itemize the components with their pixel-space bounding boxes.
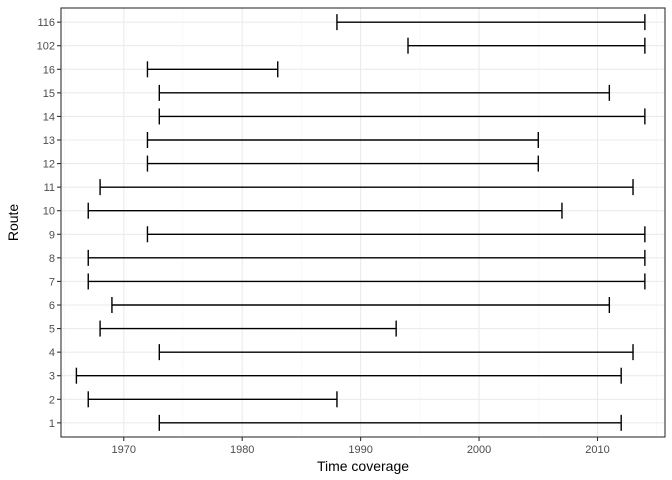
range-bar-route-2	[87, 391, 338, 408]
range-bar-route-6	[111, 297, 611, 313]
x-tick-label: 2000	[467, 444, 491, 456]
x-axis: 1970 1980 1990 2000 2010	[112, 437, 610, 456]
y-tick-label: 5	[49, 324, 55, 336]
range-bar-route-9	[146, 226, 646, 243]
grid-lines	[61, 8, 665, 437]
range-bar-route-16	[146, 61, 279, 78]
x-tick-label: 1990	[348, 444, 372, 456]
y-tick-label: 8	[49, 253, 55, 265]
y-tick-label: 13	[43, 135, 55, 147]
y-tick-label: 10	[43, 206, 55, 218]
y-axis-title: Route	[5, 204, 21, 242]
y-tick-label: 16	[43, 64, 55, 76]
y-tick-label: 15	[43, 88, 55, 100]
y-tick-label: 7	[49, 276, 55, 288]
y-tick-label: 4	[49, 347, 55, 359]
y-tick-label: 9	[49, 229, 55, 241]
y-tick-label: 116	[37, 17, 55, 29]
range-bar-route-14	[158, 108, 646, 125]
range-bars	[75, 14, 646, 431]
range-bar-route-12	[146, 155, 539, 172]
range-bar-route-5	[99, 320, 397, 337]
x-tick-label: 2010	[585, 444, 609, 456]
y-tick-label: 3	[49, 371, 55, 383]
range-bar-route-1	[158, 414, 622, 431]
range-bar-route-15	[158, 84, 611, 101]
range-bar-route-11	[99, 179, 634, 196]
range-bar-route-8	[87, 249, 646, 266]
range-bar-route-102	[407, 37, 646, 54]
range-bar-route-13	[146, 132, 539, 148]
range-bar-route-4	[158, 344, 634, 361]
range-bar-route-3	[75, 367, 622, 384]
y-tick-label: 1	[49, 418, 55, 430]
y-tick-label: 2	[49, 394, 55, 406]
x-axis-title: Time coverage	[317, 458, 409, 474]
range-bar-route-7	[87, 273, 646, 290]
range-bar-route-116	[336, 14, 646, 31]
range-bar-route-10	[87, 202, 563, 219]
y-tick-label: 102	[37, 41, 55, 53]
x-tick-label: 1980	[230, 444, 254, 456]
y-tick-label: 11	[44, 182, 55, 194]
y-tick-label: 14	[43, 111, 55, 123]
y-tick-label: 12	[43, 159, 55, 171]
y-tick-label: 6	[49, 300, 55, 312]
panel-border	[60, 7, 666, 438]
x-tick-label: 1970	[112, 444, 136, 456]
